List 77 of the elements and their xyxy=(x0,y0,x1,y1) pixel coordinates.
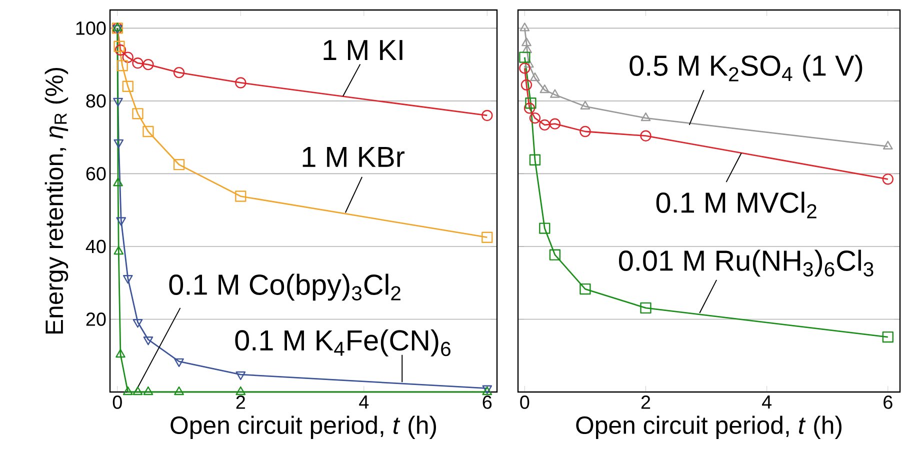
x-tick-label: 6 xyxy=(482,396,492,409)
point xyxy=(640,302,652,314)
point xyxy=(114,246,124,255)
point xyxy=(882,140,893,150)
point xyxy=(529,112,541,124)
point xyxy=(539,119,550,131)
point xyxy=(132,386,143,396)
point xyxy=(122,52,134,63)
point xyxy=(640,130,652,142)
x-tick-label: 4 xyxy=(359,396,369,409)
point xyxy=(522,38,532,46)
point xyxy=(524,58,534,68)
y-axis-title: Energy retention, η$_{R}$ (%) xyxy=(44,68,68,334)
series-label: 0.1 M Co(bpy)$_{3}$Cl$_{2}$ xyxy=(169,274,400,301)
point xyxy=(529,154,541,166)
x-tick-label: 0 xyxy=(112,396,122,409)
point xyxy=(143,386,154,396)
series-label: 1 M KBr xyxy=(302,147,404,167)
point xyxy=(482,232,493,243)
point xyxy=(173,159,185,170)
point xyxy=(540,84,550,94)
point xyxy=(580,126,591,138)
point xyxy=(132,58,144,69)
point xyxy=(116,60,128,72)
point xyxy=(580,100,590,110)
point xyxy=(112,22,122,32)
y-tick-label: 40 xyxy=(86,240,106,254)
point xyxy=(519,52,530,63)
x-tick-label: 2 xyxy=(641,396,650,409)
point xyxy=(235,77,246,88)
series-label: 0.01 M Ru(NH$_{3}$)$_{6}$Cl$_{3}$ xyxy=(618,250,874,277)
point xyxy=(114,44,126,56)
point xyxy=(132,108,144,120)
point xyxy=(113,98,123,107)
point xyxy=(550,89,560,98)
point xyxy=(142,126,154,138)
point xyxy=(174,386,184,396)
point xyxy=(640,112,651,122)
point xyxy=(236,386,246,396)
series-label: 1 M KI xyxy=(324,40,402,60)
point xyxy=(116,348,126,358)
series-label: 0.1 M MVCl$_{2}$ xyxy=(656,192,816,218)
point xyxy=(114,40,125,52)
series-label: 0.5 M K$_{2}$SO$_{4}$ (1 V) xyxy=(630,54,862,82)
point xyxy=(235,190,246,202)
point xyxy=(114,139,124,148)
point xyxy=(882,174,894,185)
x-tick-label: 0 xyxy=(520,396,530,409)
point xyxy=(122,386,133,396)
point xyxy=(142,58,154,70)
series-label: 0.1 M K$_{4}$Fe(CN)$_{6}$ xyxy=(235,329,450,356)
point xyxy=(530,72,540,82)
point xyxy=(519,62,530,74)
point xyxy=(549,249,561,260)
x-tick-label: 6 xyxy=(884,396,892,409)
point xyxy=(482,110,493,122)
y-tick-label: 60 xyxy=(86,166,106,180)
y-tick-label: 100 xyxy=(76,21,106,35)
point xyxy=(525,98,536,109)
point xyxy=(520,79,532,91)
point xyxy=(549,118,561,130)
x-axis-title: Open circuit period, t (h) xyxy=(576,416,842,439)
x-axis-title: Open circuit period, t (h) xyxy=(170,416,436,439)
y-tick-label: 80 xyxy=(86,94,106,108)
point xyxy=(580,283,591,295)
point xyxy=(524,102,536,114)
point xyxy=(112,25,122,34)
point xyxy=(520,22,530,32)
y-tick-label: 20 xyxy=(86,312,106,326)
point xyxy=(122,80,134,92)
point xyxy=(113,178,123,186)
x-tick-label: 2 xyxy=(236,396,245,409)
point xyxy=(882,331,894,343)
point xyxy=(539,222,550,234)
point xyxy=(173,66,185,78)
point xyxy=(522,44,532,54)
x-tick-label: 4 xyxy=(762,396,772,409)
